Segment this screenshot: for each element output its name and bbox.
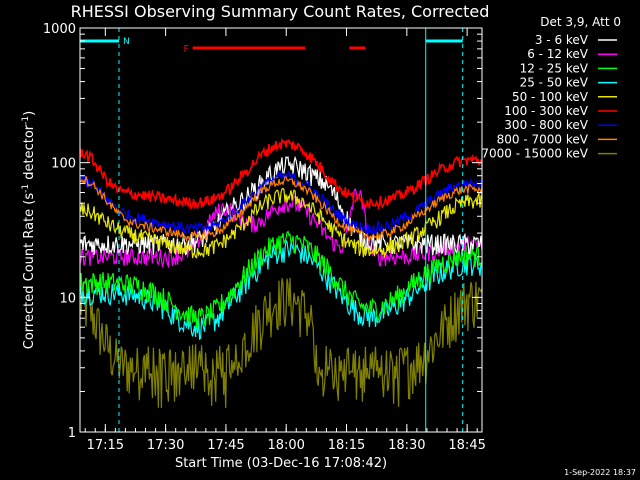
legend-label-1: 3 - 6 keV (535, 33, 589, 47)
x-tick-label-3: 17:45 (207, 438, 244, 453)
y-tick-label-3: 100 (51, 157, 76, 172)
y-axis-label-sup1: -1 (21, 184, 31, 193)
legend-label-8: 800 - 7000 keV (497, 132, 589, 146)
y-axis-label-part2: detector (22, 124, 37, 184)
y-axis: 1 10 100 1000 (43, 22, 482, 441)
x-axis: 17:15 17:30 17:45 18:00 18:15 18:30 18:45 (84, 28, 486, 453)
series-line-8 (79, 176, 483, 243)
legend-label-6: 100 - 300 keV (504, 104, 588, 118)
series-line-5 (79, 187, 483, 259)
x-tick-label-4: 18:00 (267, 438, 304, 453)
series-line-1 (79, 155, 483, 256)
legend-label-9: 7000 - 15000 keV (481, 147, 588, 161)
series-line-2 (79, 188, 483, 269)
chart-title: RHESSI Observing Summary Count Rates, Co… (71, 2, 490, 21)
y-tick-label-1: 1 (68, 426, 76, 441)
x-tick-label-7: 18:45 (448, 438, 485, 453)
legend-label-2: 6 - 12 keV (527, 47, 589, 61)
x-tick-label-5: 18:15 (328, 438, 365, 453)
x-tick-label-6: 18:30 (388, 438, 425, 453)
y-axis-label-sup2: -1 (21, 116, 31, 125)
legend-label-4: 25 - 50 keV (520, 76, 589, 90)
series-line-3 (79, 230, 483, 330)
y-axis-label: Corrected Count Rate (s-1 detector-1) (21, 111, 37, 349)
series-line-9 (79, 277, 483, 409)
x-tick-label-1: 17:15 (87, 438, 124, 453)
y-axis-label-part3: ) (22, 111, 37, 116)
legend-header: Det 3,9, Att 0 (540, 15, 621, 29)
y-tick-label-2: 10 (59, 291, 76, 306)
flare-label: F (184, 44, 190, 55)
footer-timestamp: 1-Sep-2022 18:37 (564, 468, 636, 477)
night-label: N (123, 37, 130, 47)
series-line-7 (79, 169, 483, 236)
x-tick-label-2: 17:30 (147, 438, 184, 453)
y-tick-label-4: 1000 (43, 22, 76, 37)
y-axis-label-part1: Corrected Count Rate (s (22, 193, 37, 350)
annotation-layer: FN (80, 28, 464, 432)
x-axis-label: Start Time (03-Dec-16 17:08:42) (175, 456, 387, 471)
legend-label-3: 12 - 25 keV (520, 61, 589, 75)
series-layer (79, 137, 483, 409)
plot-frame (79, 27, 483, 433)
series-line-6 (79, 137, 483, 211)
legend-label-5: 50 - 100 keV (512, 90, 589, 104)
legend-label-7: 300 - 800 keV (504, 118, 588, 132)
